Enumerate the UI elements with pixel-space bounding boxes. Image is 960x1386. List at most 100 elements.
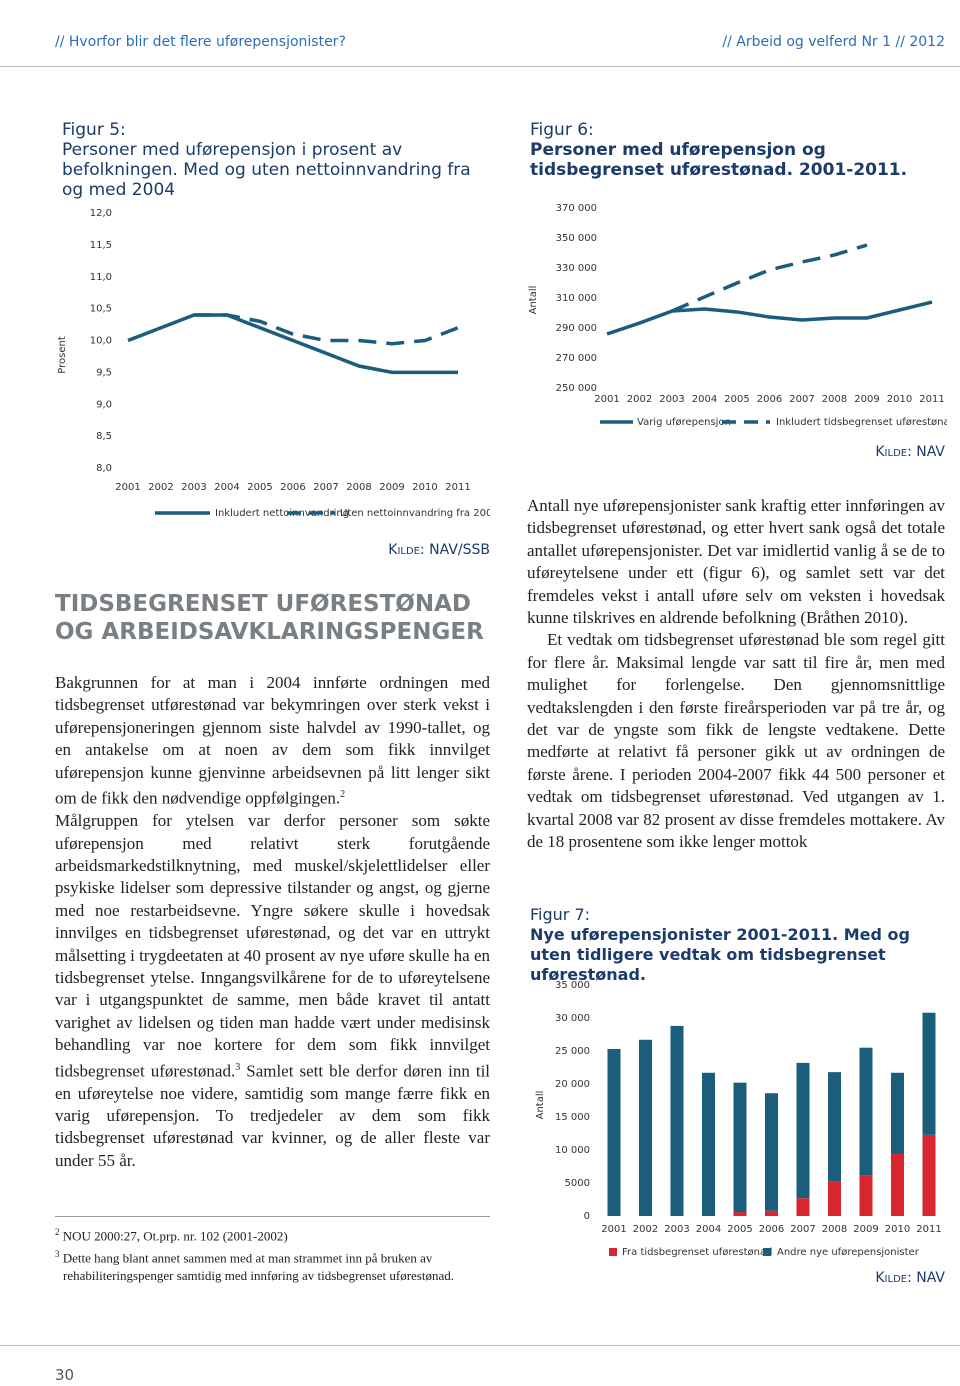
y-tick-label: 11,5 [90, 240, 112, 251]
x-tick-label: 2008 [822, 1224, 847, 1235]
y-tick-label: 10 000 [555, 1145, 590, 1156]
x-tick-label: 2005 [727, 1224, 752, 1235]
bar [733, 1212, 747, 1216]
y-tick-label: 9,5 [96, 367, 112, 378]
bar [859, 1175, 873, 1216]
paragraph: Et vedtak om tidsbegrenset uførestønad b… [527, 630, 945, 852]
x-tick-label: 2001 [601, 1224, 626, 1235]
bar [891, 1153, 904, 1216]
x-tick-label: 2006 [759, 1224, 784, 1235]
footnote-ref: 2 [340, 789, 346, 801]
x-tick-label: 2003 [181, 482, 206, 493]
section-heading: TIDSBEGRENSET UFØRESTØNAD OG ARBEIDSAVKL… [55, 591, 484, 645]
bar [733, 1082, 747, 1213]
y-tick-label: 270 000 [556, 353, 597, 364]
figure-label: Figur 6: [530, 120, 594, 140]
legend-label: Varig uførepensjon [637, 417, 731, 428]
bar [891, 1072, 904, 1154]
y-tick-label: 8,5 [96, 431, 112, 442]
y-tick-label: 10,5 [90, 304, 112, 315]
left-column: Bakgrunnen for at man i 2004 innførte or… [55, 672, 490, 1172]
line [671, 243, 868, 313]
x-tick-label: 2003 [664, 1224, 689, 1235]
footer-rule [0, 1345, 960, 1346]
x-tick-label: 2001 [594, 394, 619, 405]
footnote-text: NOU 2000:27, Ot.prp. nr. 102 (2001-2002) [62, 1228, 288, 1244]
y-tick-label: 9,0 [96, 399, 112, 410]
x-tick-label: 2003 [659, 394, 684, 405]
source: Kilde: NAV/SSB [388, 542, 490, 558]
x-tick-label: 2004 [214, 482, 239, 493]
bar [765, 1093, 778, 1211]
x-tick-label: 2010 [887, 394, 912, 405]
y-tick-label: 330 000 [556, 263, 597, 274]
header-left: // Hvorfor blir det flere uførepensjonis… [55, 34, 346, 50]
footnote-number: 2 [55, 1227, 60, 1237]
x-tick-label: 2002 [633, 1224, 658, 1235]
figure-title: Personer med uførepensjon og tidsbegrens… [530, 140, 908, 180]
x-tick-label: 2005 [724, 394, 749, 405]
chart: Prosent 8,0 8,5 9,0 9,5 10,0 10,5 11,0 11,5 12,0 2… [57, 208, 490, 519]
figure-5-caption: Figur 5: Personer med uførepensjon i pros… [62, 120, 482, 200]
figure-title: Personer med uførepensjon i prosent av b… [62, 140, 471, 200]
paragraph: Målgruppen for ytelsen var derfor person… [55, 810, 490, 1172]
bar [796, 1198, 810, 1216]
x-tick-label: 2002 [148, 482, 173, 493]
x-tick-label: 2009 [853, 1224, 878, 1235]
header-right: // Arbeid og velferd Nr 1 // 2012 [722, 34, 945, 50]
y-tick-label: 11,0 [90, 272, 112, 283]
figure-label: Figur 7: [530, 905, 591, 924]
legend-label: Fra tidsbegrenset uførestønad [622, 1247, 772, 1258]
y-tick-label: 350 000 [556, 233, 597, 244]
y-tick-label: 290 000 [556, 323, 597, 334]
x-tick-label: 2010 [412, 482, 437, 493]
bar [922, 1134, 936, 1216]
legend-swatch [763, 1248, 771, 1256]
line [606, 300, 933, 336]
bar [828, 1181, 841, 1216]
x-tick-label: 2009 [854, 394, 879, 405]
footnote-number: 3 [55, 1249, 60, 1260]
chart: Antall 0 5000 10 000 15 000 20 000 25 000 30 00… [535, 980, 942, 1258]
x-tick-label: 2011 [445, 482, 470, 493]
bar [670, 1025, 684, 1216]
footnote-rule [55, 1216, 490, 1217]
x-tick-label: 2011 [916, 1224, 941, 1235]
page-number: 30 [55, 1366, 75, 1384]
x-tick-label: 2007 [313, 482, 338, 493]
x-tick-label: 2006 [280, 482, 305, 493]
paragraph-text: Samlet sett ble derfor døren inn til en … [55, 1061, 491, 1170]
bar [639, 1039, 652, 1216]
x-tick-label: 2008 [346, 482, 371, 493]
legend-swatch [609, 1248, 617, 1256]
figure-title: Nye uførepensjonister 2001-2011. Med og … [530, 925, 910, 984]
y-tick-label: 15 000 [555, 1112, 590, 1123]
legend-label: Andre nye uførepensjonister [777, 1247, 920, 1258]
source: Kilde: NAV [875, 444, 945, 460]
y-tick-label: 250 000 [556, 383, 597, 394]
paragraph: Antall nye uførepensjonister sank krafti… [527, 496, 945, 628]
x-tick-label: 2004 [692, 394, 717, 405]
bar [922, 1012, 936, 1135]
y-tick-label: 25 000 [555, 1046, 590, 1057]
legend-label: Uten nettoinnvandring fra 2004 [340, 508, 490, 519]
x-tick-label: 2002 [627, 394, 652, 405]
x-tick-label: 2010 [885, 1224, 910, 1235]
figure-6-caption: Figur 6: Personer med uførepensjon og tid… [530, 120, 930, 180]
bar [796, 1062, 810, 1199]
y-tick-label: 30 000 [555, 1013, 590, 1024]
source: Kilde: NAV [875, 1270, 945, 1286]
y-tick-label: 8,0 [96, 463, 112, 474]
footnote: 3 Dette hang blant annet sammen med at m… [55, 1246, 490, 1283]
y-tick-label: 35 000 [555, 980, 590, 991]
x-tick-label: 2007 [789, 394, 814, 405]
x-tick-label: 2009 [379, 482, 404, 493]
y-tick-label: 10,0 [90, 336, 112, 347]
line [127, 313, 458, 375]
y-tick-label: 310 000 [556, 293, 597, 304]
paragraph-text: Målgruppen for ytelsen var derfor person… [55, 811, 490, 1081]
x-tick-label: 2001 [115, 482, 140, 493]
figure-label: Figur 5: [62, 120, 126, 140]
legend-label: Inkludert tidsbegrenset uførestønad [776, 417, 947, 428]
